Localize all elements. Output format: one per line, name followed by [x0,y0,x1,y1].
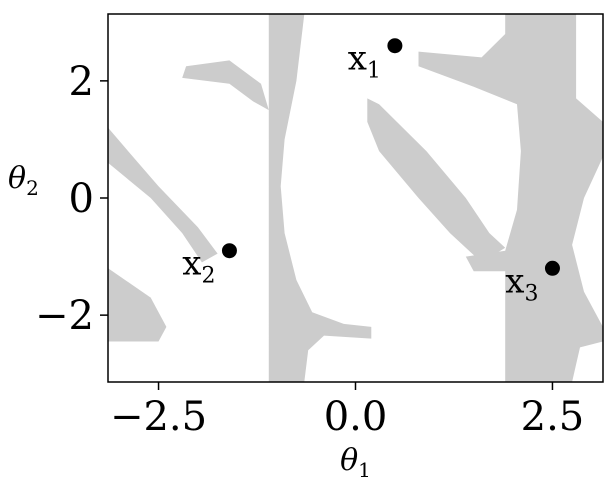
axis-ticks: −2.5 0.0 2.5 2 0 −2 [35,59,584,440]
shaded-region-2 [418,14,603,382]
shaded-region-3 [182,60,269,111]
shaded-region-5 [108,127,218,263]
shaded-regions [108,14,603,382]
y-axis-label: θ2 [8,161,39,200]
shaded-region-1 [268,14,372,382]
point-label-2: x2 [182,244,215,289]
shaded-region-6 [108,268,167,342]
x-tick-label: −2.5 [110,394,207,440]
y-axis-label-main: θ [8,161,26,196]
point-label-3: x3 [505,261,538,306]
x-axis-label-main: θ [340,443,358,478]
x-axis-label-sub: 1 [358,458,371,482]
x-tick-label: 2.5 [521,394,585,440]
x-tick-label: 0.0 [324,394,388,440]
shaded-region-7 [505,14,537,49]
point-marker-1 [387,38,403,54]
y-tick-label: −2 [35,293,94,339]
data-points: x1 x2 x3 [182,38,560,306]
point-marker-3 [544,260,560,276]
y-axis-label-sub: 2 [26,176,39,200]
shaded-region-4 [367,98,506,263]
y-tick-label: 2 [69,59,94,105]
x-axis-label: θ1 [340,443,371,482]
point-marker-2 [221,243,237,259]
y-tick-label: 0 [69,176,94,222]
point-label-1: x1 [348,39,381,84]
